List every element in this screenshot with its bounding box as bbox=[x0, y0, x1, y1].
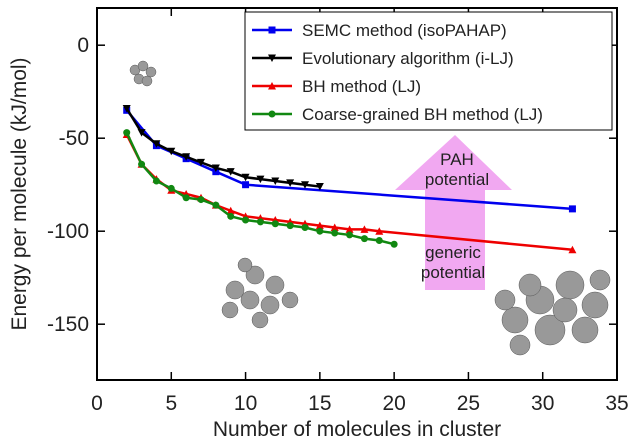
page: Number of molecules in cluster Energy pe… bbox=[0, 0, 634, 447]
marker bbox=[361, 235, 368, 242]
marker bbox=[242, 217, 249, 224]
y-axis-label: Energy per molecule (kJ/mol) bbox=[8, 57, 31, 330]
legend-label: Coarse-grained BH method (LJ) bbox=[302, 105, 543, 124]
marker bbox=[198, 196, 205, 203]
y-tick-label: -150 bbox=[47, 313, 89, 336]
annotation: generic potential bbox=[408, 243, 498, 283]
annotation: PAH potential bbox=[412, 150, 502, 190]
marker bbox=[272, 220, 279, 227]
x-tick-label: 5 bbox=[165, 392, 177, 415]
marker bbox=[227, 213, 234, 220]
marker bbox=[287, 222, 294, 229]
y-tick-label: -100 bbox=[47, 220, 89, 243]
x-tick-label: 25 bbox=[457, 392, 480, 415]
x-tick-label: 10 bbox=[234, 392, 257, 415]
legend-label: BH method (LJ) bbox=[302, 77, 421, 96]
y-tick-label: 0 bbox=[77, 34, 89, 57]
marker bbox=[569, 205, 576, 212]
marker bbox=[242, 181, 249, 188]
x-axis-label: Number of molecules in cluster bbox=[213, 418, 501, 441]
marker bbox=[212, 202, 219, 209]
marker bbox=[302, 224, 309, 231]
marker bbox=[123, 129, 130, 136]
y-tick-label: -50 bbox=[59, 127, 89, 150]
marker bbox=[168, 185, 175, 192]
marker bbox=[331, 230, 338, 237]
marker bbox=[346, 231, 353, 238]
x-tick-label: 30 bbox=[531, 392, 554, 415]
legend-marker bbox=[269, 111, 276, 118]
x-tick-label: 0 bbox=[91, 392, 103, 415]
marker bbox=[257, 218, 264, 225]
legend-marker bbox=[269, 27, 276, 34]
marker bbox=[138, 161, 145, 168]
x-tick-label: 20 bbox=[382, 392, 405, 415]
marker bbox=[376, 237, 383, 244]
marker bbox=[183, 194, 190, 201]
marker bbox=[391, 241, 398, 248]
x-tick-label: 15 bbox=[308, 392, 331, 415]
legend-label: SEMC method (isoPAHAP) bbox=[302, 21, 507, 40]
marker bbox=[316, 228, 323, 235]
marker bbox=[153, 177, 160, 184]
legend-label: Evolutionary algorithm (i-LJ) bbox=[302, 49, 514, 68]
x-tick-label: 35 bbox=[605, 392, 628, 415]
chart: Number of molecules in cluster Energy pe… bbox=[0, 0, 634, 447]
